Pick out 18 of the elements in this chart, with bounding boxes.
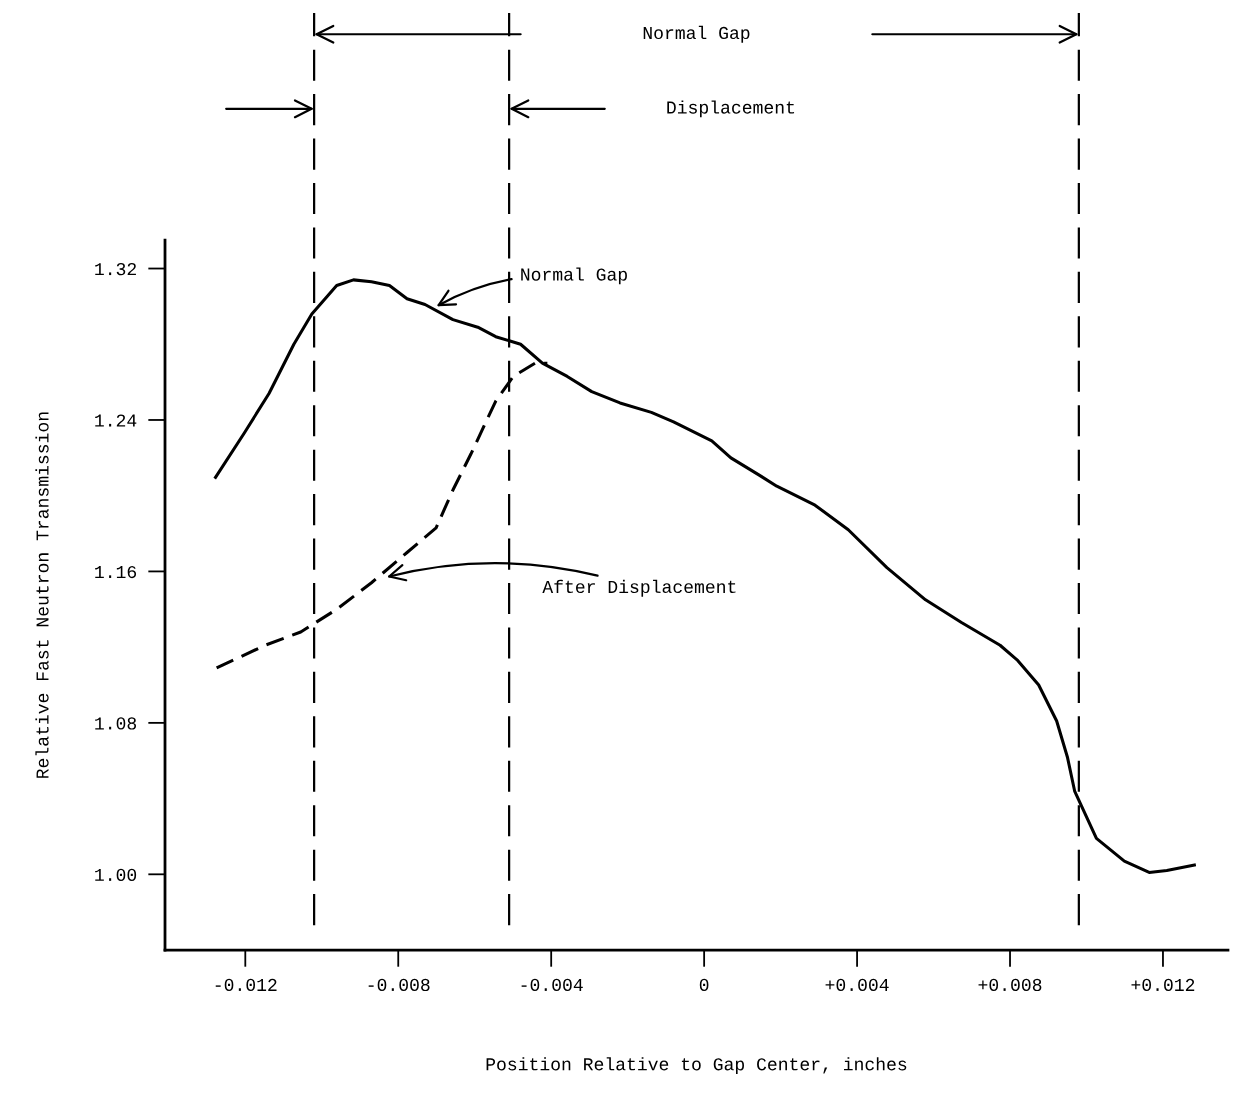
x-tick-label: +0.008 bbox=[978, 978, 1042, 992]
annotation: Normal Gap bbox=[521, 267, 627, 285]
y-tick-label: 1.32 bbox=[95, 262, 136, 276]
text: Displacement bbox=[667, 100, 795, 118]
x-tick-label: -0.008 bbox=[368, 978, 430, 992]
x-tick-label: +0.004 bbox=[825, 978, 889, 992]
text: Normal Gap bbox=[643, 25, 750, 43]
x-axis-title: Position Relative to Gap Center, inches bbox=[486, 1057, 907, 1074]
x-tick-label: -0.004 bbox=[521, 978, 583, 992]
y-tick-label: 1.16 bbox=[95, 565, 137, 579]
annotation: After Displacement bbox=[542, 579, 736, 597]
x-tick-label: 0 bbox=[699, 978, 709, 992]
y-tick-label: 1.24 bbox=[95, 414, 137, 427]
x-tick-label: -0.012 bbox=[215, 978, 277, 992]
y-tick-label: 1.00 bbox=[95, 868, 137, 882]
y-tick-label: 1.08 bbox=[95, 717, 137, 730]
y-axis-title: Relative Fast Neutron Transmission bbox=[35, 412, 49, 778]
x-tick-label: +0.012 bbox=[1131, 978, 1195, 992]
